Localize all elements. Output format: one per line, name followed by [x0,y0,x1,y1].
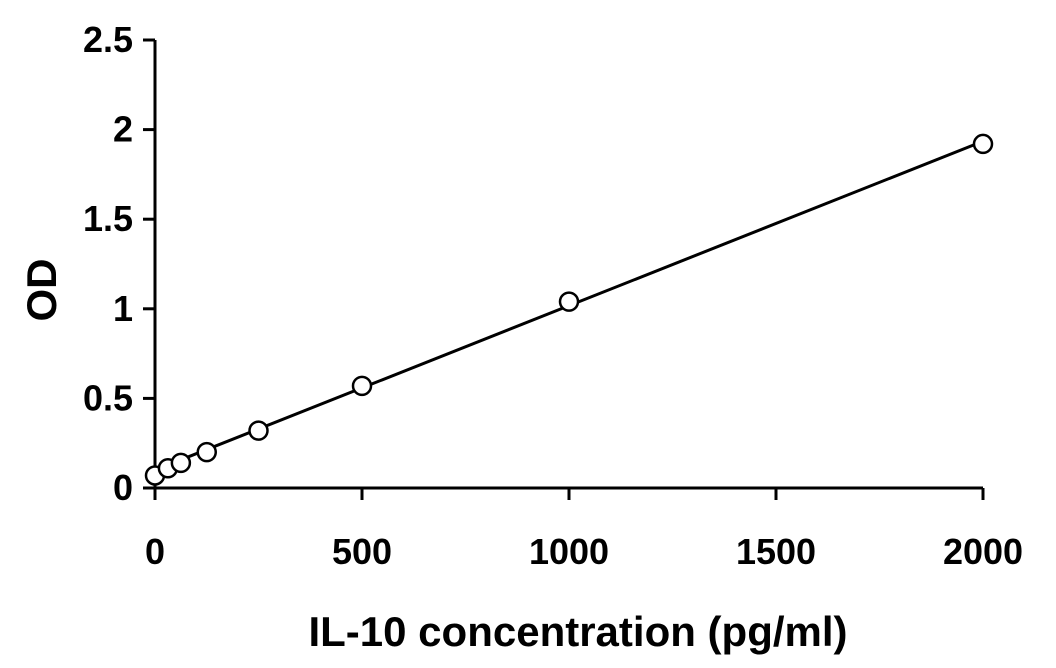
x-tick-label: 0 [145,531,165,572]
y-axis-title: OD [18,259,65,322]
y-tick-label: 2 [113,109,133,150]
y-tick-label: 2.5 [83,19,133,60]
points-layer [144,133,994,486]
data-point [170,452,192,474]
x-tick-label: 2000 [943,531,1023,572]
data-point [248,420,269,441]
data-point [558,291,580,312]
x-axis-title: IL-10 concentration (pg/ml) [308,608,847,655]
y-axis: 0 0.5 1 1.5 2 2.5 [83,19,157,508]
data-point [972,133,994,155]
y-tick-label: 1 [113,288,133,329]
x-tick-label: 500 [332,531,392,572]
x-tick-label: 1000 [529,531,609,572]
y-tick-label: 0 [113,467,133,508]
x-axis: 0 500 1000 1500 2000 [145,486,1023,572]
x-tick-label: 1500 [736,531,816,572]
y-tick-label: 1.5 [83,198,133,239]
data-point [351,375,373,397]
y-tick-label: 0.5 [83,377,133,418]
data-point [196,441,217,463]
